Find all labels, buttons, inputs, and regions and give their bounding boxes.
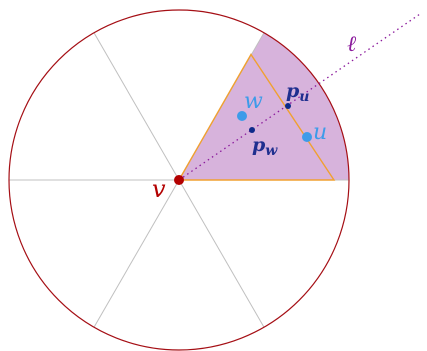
spoke-120	[93, 32, 180, 181]
point-u	[302, 132, 312, 142]
point-w	[237, 111, 247, 121]
point-v	[174, 175, 184, 185]
point-pw	[249, 127, 255, 133]
label-pw-sub: w	[265, 143, 278, 159]
spoke-240	[93, 179, 180, 328]
label-u: u	[313, 120, 327, 145]
label-pu: pu	[286, 80, 309, 105]
label-v: v	[152, 175, 166, 203]
point-pu	[285, 103, 291, 109]
label-pw-base: p	[252, 134, 266, 156]
label-w: w	[244, 89, 263, 114]
spoke-300	[178, 179, 265, 328]
label-pw: pw	[252, 134, 278, 159]
triangle-edge-outer	[178, 53, 336, 181]
outer-circle	[8, 9, 350, 351]
shaded-sector	[179, 32, 349, 180]
label-ell: ℓ	[347, 32, 357, 57]
line-ell	[178, 13, 421, 181]
label-pu-base: p	[286, 80, 300, 102]
label-pu-sub: u	[299, 89, 309, 105]
